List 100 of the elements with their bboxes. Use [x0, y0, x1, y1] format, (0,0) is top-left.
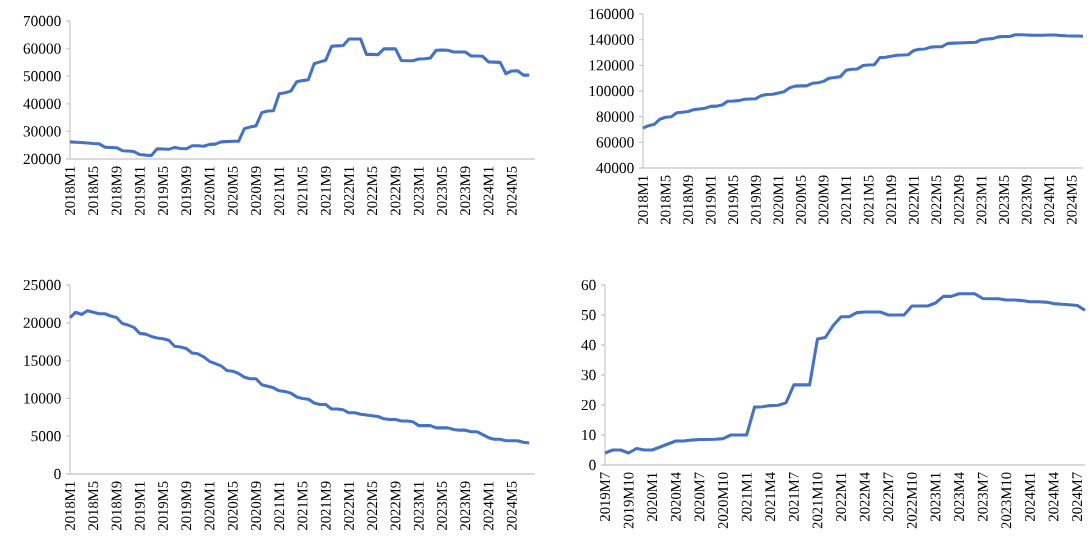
x-tick-label: 2018M1 — [65, 481, 75, 530]
x-tick-label: 2018M5 — [88, 481, 99, 530]
x-tick-label: 2020M9 — [818, 175, 829, 224]
y-tick-label: 20000 — [23, 153, 61, 165]
x-tick-label: 2022M5 — [367, 166, 378, 215]
x-tick-label: 2020M1 — [773, 175, 784, 224]
y-tick-label: 0 — [589, 459, 596, 471]
x-tick-label: 2022M9 — [390, 481, 401, 530]
x-tick-label: 2021M5 — [297, 481, 308, 530]
x-tick-label: 2023M9 — [460, 166, 471, 215]
x-tick-label: 2019M9 — [181, 166, 192, 215]
x-tick-label: 2021M9 — [320, 166, 331, 215]
x-tick-label: 2021M1 — [274, 481, 285, 530]
x-tick-label: 2020M1 — [647, 472, 658, 521]
x-tick-label: 2024M5 — [1066, 175, 1077, 224]
y-tick-label: 60 — [581, 279, 596, 291]
x-tick-label: 2023M5 — [437, 481, 447, 530]
x-tick-label: 2021M5 — [297, 166, 308, 215]
y-tick-label: 60000 — [596, 137, 634, 148]
x-tick-label: 2022M1 — [344, 166, 354, 215]
x-tick-label: 2021M4 — [765, 472, 776, 521]
x-tick-label: 2018M9 — [683, 175, 694, 224]
x-tick-label: 2021M9 — [320, 481, 331, 530]
x-tick-label: 2022M1 — [908, 175, 919, 224]
y-tick-label: 140000 — [589, 34, 634, 45]
x-tick-label: 2018M1 — [65, 166, 75, 215]
y-tick-label: 25000 — [23, 279, 61, 291]
x-tick-label: 2022M7 — [883, 472, 894, 521]
y-tick-label: 20 — [581, 399, 596, 411]
y-tick-label: 100000 — [589, 85, 634, 97]
x-tick-label: 2023M9 — [460, 481, 471, 530]
x-tick-label: 2019M9 — [181, 481, 192, 530]
x-tick-label: 2022M1 — [344, 481, 354, 530]
x-tick-label: 2019M7 — [600, 472, 610, 521]
y-tick-label: 50000 — [23, 71, 61, 82]
y-tick-label: 5000 — [31, 431, 61, 442]
x-tick-label: 2020M10 — [718, 472, 728, 529]
y-tick-label: 30 — [581, 369, 596, 381]
x-tick-label: 2019M5 — [158, 166, 168, 215]
x-tick-label: 2018M5 — [88, 166, 99, 215]
y-tick-label: 70000 — [23, 15, 61, 27]
x-tick-label: 2019M10 — [623, 472, 634, 529]
x-tick-label: 2020M4 — [670, 472, 681, 521]
x-tick-label: 2018M1 — [638, 175, 648, 224]
x-tick-label: 2020M9 — [251, 166, 261, 215]
x-tick-label: 2019M1 — [705, 175, 716, 224]
x-tick-label: 2024M1 — [1044, 175, 1055, 224]
x-tick-label: 2019M1 — [134, 481, 145, 530]
x-tick-label: 2024M4 — [1048, 472, 1059, 521]
y-tick-label: 40 — [581, 339, 596, 351]
x-tick-label: 2021M10 — [812, 472, 823, 529]
x-tick-label: 2023M1 — [413, 166, 424, 215]
x-tick-label: 2021M1 — [274, 166, 285, 215]
x-tick-label: 2019M5 — [728, 175, 739, 224]
x-tick-label: 2018M5 — [660, 175, 671, 224]
x-tick-label: 2023M10 — [1001, 472, 1012, 529]
y-tick-label: 30000 — [23, 126, 61, 137]
x-tick-label: 2024M5 — [506, 481, 517, 530]
y-tick-label: 80000 — [596, 111, 634, 122]
x-tick-label: 2018M9 — [111, 481, 122, 530]
x-tick-label: 2021M1 — [841, 175, 852, 224]
y-tick-label: 50 — [581, 309, 596, 321]
x-tick-label: 2021M9 — [886, 175, 897, 224]
x-tick-label: 2019M9 — [750, 175, 761, 224]
y-tick-label: 10000 — [24, 393, 61, 404]
x-tick-label: 2022M9 — [953, 175, 964, 224]
y-tick-label: 40000 — [23, 98, 61, 109]
x-tick-label: 2020M1 — [204, 481, 215, 530]
x-tick-label: 2023M5 — [999, 175, 1009, 224]
x-tick-label: 2024M1 — [1024, 472, 1035, 521]
x-tick-label: 2022M1 — [836, 472, 847, 521]
x-tick-label: 2024M1 — [483, 481, 494, 530]
x-tick-label: 2023M1 — [413, 481, 424, 530]
y-tick-label: 15000 — [24, 355, 61, 366]
x-tick-label: 2024M1 — [483, 166, 494, 215]
x-tick-label: 2023M4 — [954, 472, 965, 521]
x-tick-label: 2021M1 — [741, 472, 752, 521]
x-tick-label: 2022M5 — [367, 481, 378, 530]
x-tick-label: 2023M1 — [930, 472, 941, 521]
y-tick-label: 10 — [582, 429, 596, 441]
x-tick-label: 2024M7 — [1072, 472, 1083, 521]
y-tick-label: 0 — [54, 468, 61, 480]
x-tick-label: 2022M5 — [931, 175, 942, 224]
x-tick-label: 2021M5 — [863, 175, 874, 224]
y-tick-label: 60000 — [23, 43, 61, 54]
x-tick-label: 2020M5 — [227, 481, 238, 530]
x-tick-label: 2023M7 — [977, 472, 988, 521]
x-tick-label: 2021M7 — [788, 472, 799, 521]
y-tick-label: 160000 — [589, 8, 634, 20]
x-tick-label: 2022M4 — [859, 472, 870, 521]
y-tick-label: 40000 — [596, 162, 634, 174]
x-tick-label: 2022M10 — [906, 472, 917, 529]
x-tick-label: 2019M5 — [158, 481, 168, 530]
x-tick-label: 2023M5 — [437, 166, 447, 215]
x-tick-label: 2018M9 — [111, 166, 122, 215]
x-tick-label: 2023M9 — [1021, 175, 1032, 224]
y-tick-label: 20000 — [23, 317, 61, 328]
x-tick-label: 2020M1 — [204, 166, 215, 215]
y-tick-label: 120000 — [589, 60, 634, 71]
x-tick-label: 2023M1 — [976, 175, 987, 224]
